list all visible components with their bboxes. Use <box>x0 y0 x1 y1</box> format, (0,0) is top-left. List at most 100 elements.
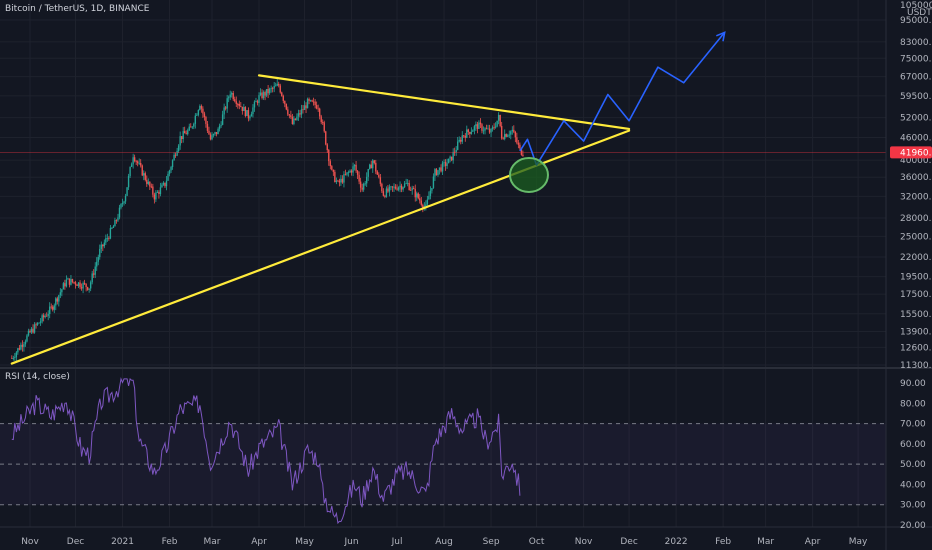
candle-body <box>200 105 203 109</box>
candle-body <box>296 116 298 120</box>
candle-body <box>472 130 474 132</box>
candle-body <box>39 321 42 323</box>
candle-body <box>332 169 335 172</box>
candle-body <box>384 195 386 197</box>
candle-body <box>417 193 419 199</box>
time-tick-label: 2021 <box>111 537 134 547</box>
candle-body <box>434 169 436 177</box>
candle-body <box>446 163 448 166</box>
candle-body <box>270 88 272 90</box>
grid <box>0 0 886 527</box>
candle-body <box>261 92 263 99</box>
candle-body <box>185 133 187 135</box>
candle-body <box>353 164 356 167</box>
candle-body <box>120 204 122 208</box>
candle-body <box>517 142 520 145</box>
candle-body <box>466 129 468 138</box>
candle-body <box>250 114 253 117</box>
candle-body <box>520 148 523 155</box>
candle-body <box>59 292 62 296</box>
candle-body <box>400 185 403 190</box>
projection <box>519 31 726 166</box>
candle-body <box>325 131 327 145</box>
candle-body <box>279 85 281 93</box>
candle-body <box>346 172 348 175</box>
candle-body <box>362 183 365 190</box>
candle-body <box>141 165 143 176</box>
candle-body <box>413 188 415 190</box>
candle-body <box>305 105 307 109</box>
price-tick-label: 12600.00 <box>900 343 932 353</box>
candle-body <box>229 94 231 98</box>
candle-body <box>167 173 169 181</box>
candle-body <box>74 282 77 285</box>
price-tick-label: 17500.00 <box>900 290 932 300</box>
time-tick-label: Apr <box>805 537 821 547</box>
candle-body <box>114 220 116 227</box>
price-axis[interactable]: 11300.00 12600.00 13900.00 15500.00 17500.00… <box>900 16 932 371</box>
candle-body <box>123 201 125 204</box>
candle-body <box>26 335 28 342</box>
candle-body <box>64 283 66 287</box>
trendline-upper[interactable] <box>257 74 631 131</box>
candle-body <box>146 179 148 184</box>
candle-body <box>58 295 60 302</box>
candle-body <box>378 174 380 178</box>
candle-body <box>206 123 209 131</box>
candle-body <box>21 344 24 347</box>
rsi-title: RSI (14, close) <box>5 372 70 382</box>
candle-body <box>488 128 491 133</box>
candle-body <box>420 200 422 205</box>
rsi-tick-label: 70.00 <box>900 420 926 430</box>
candle-body <box>89 282 92 289</box>
candle-body <box>99 248 101 258</box>
candle-body <box>80 287 83 289</box>
candle-body <box>88 288 90 290</box>
candle-body <box>302 109 304 111</box>
candle-body <box>38 322 40 324</box>
candle-body <box>379 177 382 184</box>
rsi-tick-label: 30.00 <box>900 501 926 511</box>
rsi-axis[interactable]: 20.00 30.00 40.00 50.00 60.00 70.00 80.00 90.00 <box>900 379 926 531</box>
candle-body <box>390 186 392 188</box>
candle-body <box>52 306 54 310</box>
candle-body <box>170 167 172 171</box>
candle-body <box>385 188 388 197</box>
target-circle[interactable] <box>508 157 549 194</box>
candle-body <box>297 113 300 117</box>
candle-body <box>115 220 118 221</box>
candle-body <box>33 324 36 333</box>
candle-body <box>221 114 224 125</box>
candle-body <box>158 191 160 195</box>
candle-body <box>226 98 228 109</box>
rsi-bands <box>0 423 886 506</box>
time-axis[interactable]: Nov Dec 2021 Feb Mar Apr May Jun Jul Aug Sep Oct Nov… <box>21 537 868 547</box>
candle-body <box>112 226 115 228</box>
candle-body <box>241 106 244 111</box>
candle-body <box>32 328 34 333</box>
candle-body <box>522 154 524 157</box>
candle-body <box>96 261 98 267</box>
candle-body <box>205 117 207 124</box>
candle-body <box>396 188 398 190</box>
candle-body <box>355 164 357 171</box>
candle-body <box>394 186 397 189</box>
candle-body <box>152 186 154 195</box>
candle-body <box>487 128 489 130</box>
projection-path[interactable] <box>519 31 726 166</box>
candle-body <box>20 344 22 350</box>
price-tick-label: 83000.00 <box>900 38 932 48</box>
candle-body <box>367 169 369 177</box>
candle-body <box>105 238 107 243</box>
candle-body <box>55 298 57 306</box>
candle-body <box>23 344 25 347</box>
candle-body <box>278 83 280 86</box>
candle-body <box>335 180 338 183</box>
candle-body <box>24 341 27 345</box>
candle-body <box>150 186 153 188</box>
candle-body <box>271 88 274 90</box>
candle-body <box>227 97 230 99</box>
candle-body <box>214 132 216 134</box>
